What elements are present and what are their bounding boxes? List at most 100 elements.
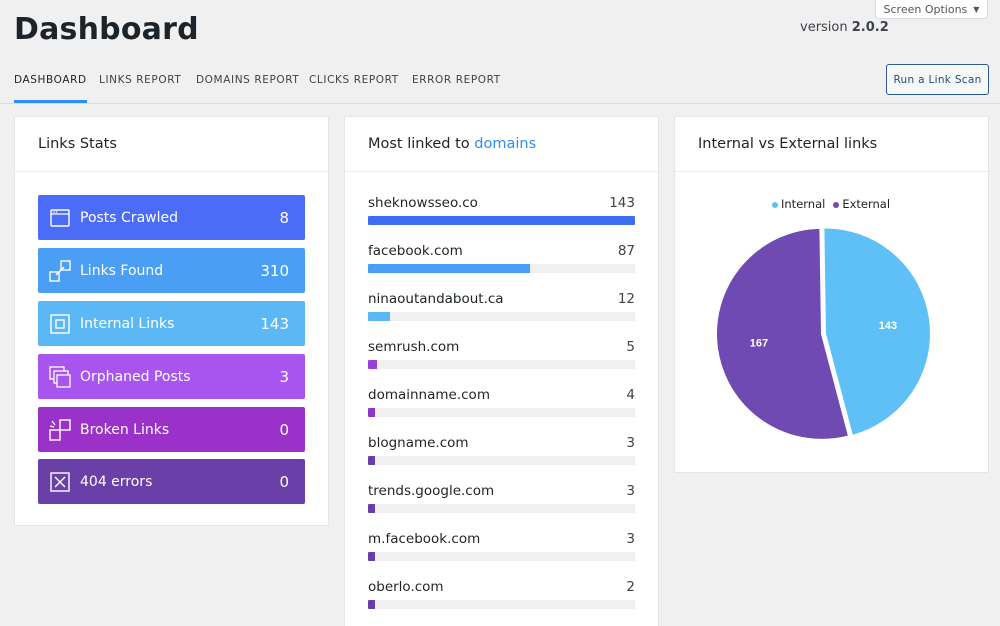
domain-name: trends.google.com: [368, 483, 495, 499]
stat-label: Links Found: [80, 262, 164, 279]
x-box-icon: [49, 471, 71, 493]
stat-value: 0: [279, 472, 289, 491]
domain-bar-fill: [368, 456, 375, 465]
domain-row[interactable]: ninaoutandabout.ca 12: [368, 291, 635, 331]
domain-row[interactable]: m.facebook.com 3: [368, 531, 635, 571]
domain-count: 3: [626, 531, 635, 547]
domain-row[interactable]: trends.google.com 3: [368, 483, 635, 523]
domain-name: facebook.com: [368, 243, 463, 259]
domain-count: 2: [626, 579, 635, 595]
domain-count: 5: [626, 339, 635, 355]
domain-bar-track: [368, 216, 635, 225]
legend-label: External: [842, 197, 891, 211]
pie-title: Internal vs External links: [675, 117, 988, 172]
stat-label: 404 errors: [80, 473, 153, 490]
window-icon: [49, 207, 71, 229]
stat-value: 0: [279, 420, 289, 439]
stat-value: 3: [279, 367, 289, 386]
domain-count: 87: [617, 243, 635, 259]
domain-name: m.facebook.com: [368, 531, 481, 547]
links-stats-card: Links Stats Posts Crawled 8 Links Found …: [14, 116, 329, 526]
stat-orphaned-posts[interactable]: Orphaned Posts 3: [38, 354, 305, 399]
domain-count: 3: [626, 483, 635, 499]
domain-bar-fill: [368, 408, 375, 417]
legend-item-external[interactable]: External: [833, 197, 890, 211]
pie-legend: Internal External: [772, 197, 890, 211]
pie-slice-internal[interactable]: [822, 226, 932, 438]
tab-domains-report[interactable]: DOMAINS REPORT: [196, 74, 300, 86]
domain-name: semrush.com: [368, 339, 460, 355]
legend-dot: [833, 201, 840, 208]
stat-404-errors[interactable]: 404 errors 0: [38, 459, 305, 504]
stacked-windows-icon: [49, 365, 71, 388]
most-linked-domains-card: Most linked to domains sheknowsseo.co 143…: [344, 116, 659, 626]
domain-row[interactable]: semrush.com 5: [368, 339, 635, 379]
domain-row[interactable]: blogname.com 3: [368, 435, 635, 475]
domain-name: domainname.com: [368, 387, 490, 403]
tab-error-report[interactable]: ERROR REPORT: [412, 74, 501, 86]
pie-value-label: 143: [879, 320, 897, 332]
domain-name: sheknowsseo.co: [368, 195, 478, 211]
domain-bar-fill: [368, 312, 390, 321]
stat-label: Orphaned Posts: [80, 368, 191, 385]
domain-row[interactable]: sheknowsseo.co 143: [368, 195, 635, 235]
domain-bar-fill: [368, 264, 530, 273]
screen-options-label: Screen Options: [883, 2, 968, 16]
domain-count: 12: [617, 291, 635, 307]
broken-link-icon: [49, 418, 71, 441]
screen-options-button[interactable]: Screen Options ▼: [875, 0, 988, 19]
stat-label: Posts Crawled: [80, 209, 178, 226]
stat-links-found[interactable]: Links Found 310: [38, 248, 305, 293]
stat-label: Internal Links: [80, 315, 175, 332]
domain-name: ninaoutandabout.ca: [368, 291, 504, 307]
domain-count: 4: [626, 387, 635, 403]
tab-links-report[interactable]: LINKS REPORT: [99, 74, 182, 86]
domain-bar-fill: [368, 600, 375, 609]
stat-value: 310: [260, 261, 289, 280]
stat-posts-crawled[interactable]: Posts Crawled 8: [38, 195, 305, 240]
domain-bar-fill: [368, 216, 635, 225]
legend-label: Internal: [781, 197, 826, 211]
domain-bar-track: [368, 456, 635, 465]
link-expand-icon: [49, 259, 71, 282]
tab-bar: DASHBOARD LINKS REPORT DOMAINS REPORT CL…: [0, 64, 1000, 104]
domains-title-link[interactable]: domains: [474, 136, 537, 152]
domain-row[interactable]: facebook.com 87: [368, 243, 635, 283]
version-prefix: version: [800, 20, 848, 35]
domains-title-prefix: Most linked to: [368, 136, 470, 152]
domain-row[interactable]: oberlo.com 2: [368, 579, 635, 619]
page-title: Dashboard: [14, 12, 199, 47]
domain-bar-track: [368, 264, 635, 273]
links-stats-title: Links Stats: [15, 117, 328, 172]
pie-chart: 143 167: [715, 226, 932, 441]
version-number: 2.0.2: [851, 20, 889, 35]
stat-value: 8: [279, 208, 289, 227]
domain-bar-track: [368, 360, 635, 369]
run-link-scan-button[interactable]: Run a Link Scan: [886, 64, 989, 95]
stat-internal-links[interactable]: Internal Links 143: [38, 301, 305, 346]
domain-row[interactable]: domainname.com 4: [368, 387, 635, 427]
legend-item-internal[interactable]: Internal: [772, 197, 825, 211]
pie-slice-external[interactable]: [715, 226, 851, 441]
domains-title: Most linked to domains: [345, 117, 658, 172]
version-text: version 2.0.2: [800, 20, 889, 35]
caret-down-icon: ▼: [973, 4, 980, 14]
domain-count: 3: [626, 435, 635, 451]
domain-bar-track: [368, 312, 635, 321]
domain-name: blogname.com: [368, 435, 469, 451]
domain-bar-fill: [368, 552, 375, 561]
stat-broken-links[interactable]: Broken Links 0: [38, 407, 305, 452]
domain-name: oberlo.com: [368, 579, 444, 595]
tab-dashboard[interactable]: DASHBOARD: [14, 74, 87, 103]
tab-clicks-report[interactable]: CLICKS REPORT: [309, 74, 399, 86]
domain-count: 143: [609, 195, 635, 211]
legend-dot: [772, 201, 778, 208]
domain-bar-track: [368, 504, 635, 513]
domain-bar-track: [368, 408, 635, 417]
domain-bar-track: [368, 600, 635, 609]
domain-bar-track: [368, 552, 635, 561]
square-inset-icon: [49, 313, 71, 335]
pie-value-label: 167: [750, 338, 768, 350]
internal-external-card: Internal vs External links Internal Exte…: [674, 116, 989, 473]
domain-bar-fill: [368, 504, 375, 513]
